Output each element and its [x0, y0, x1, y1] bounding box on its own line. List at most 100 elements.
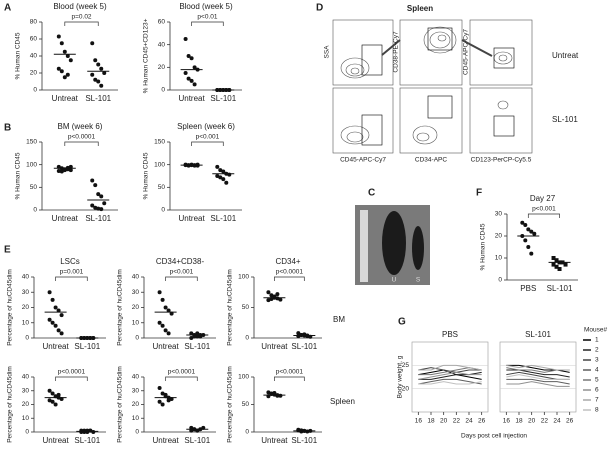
- x-tick-label: Untreat: [42, 436, 69, 445]
- data-point: [157, 290, 162, 295]
- data-point: [192, 334, 197, 339]
- panel-letter: G: [398, 317, 406, 328]
- data-point: [215, 174, 220, 178]
- data-point: [53, 323, 58, 328]
- data-point: [102, 201, 107, 206]
- x-tick-label: 24: [553, 418, 561, 425]
- x-tick-label: 20: [440, 418, 448, 425]
- data-point: [272, 390, 277, 395]
- flow-x-label: CD34-APC: [415, 157, 447, 164]
- y-tick-label: 0: [161, 207, 165, 214]
- y-tick-label: 0: [245, 335, 249, 342]
- x-tick-label: 20: [528, 418, 536, 425]
- data-point: [56, 66, 61, 71]
- significance-bracket: [165, 276, 198, 281]
- x-tick-label: PBS: [520, 284, 536, 293]
- data-point: [275, 292, 280, 297]
- significance-bracket: [527, 213, 560, 218]
- y-tick-label: 0: [33, 87, 37, 94]
- p-value: p<0.0001: [68, 134, 96, 141]
- x-tick-label: SL-101: [85, 94, 111, 103]
- panel-letter: B: [4, 123, 11, 134]
- data-point: [221, 177, 226, 182]
- data-point: [62, 168, 67, 173]
- x-axis-label: Days post cell injection: [461, 433, 527, 440]
- y-tick-label: 100: [154, 161, 165, 168]
- x-tick-label: Untreat: [42, 342, 69, 351]
- y-axis-label: % Human CD45: [15, 32, 22, 79]
- data-point: [186, 76, 191, 81]
- data-point: [557, 267, 562, 271]
- y-tick-label: 150: [26, 139, 37, 146]
- y-tick-label: 40: [30, 53, 38, 60]
- flow-x-label: CD123-PerCP-Cy5.5: [471, 157, 532, 164]
- x-tick-label: SL-101: [291, 342, 317, 351]
- y-tick-label: 40: [132, 374, 140, 381]
- y-tick-label: 0: [25, 335, 29, 342]
- flow-title: Spleen: [407, 4, 433, 13]
- photo-label: S: [416, 277, 421, 284]
- p-value: p<0.0001: [276, 369, 304, 376]
- chart-title: CD34+: [275, 257, 300, 266]
- data-point: [523, 238, 528, 243]
- panel-title: PBS: [442, 330, 458, 339]
- panel-title: SL-101: [525, 330, 551, 339]
- data-point: [90, 72, 95, 77]
- y-tick-label: 60: [30, 36, 38, 43]
- y-tick-label: 50: [158, 184, 166, 191]
- data-point: [59, 169, 64, 174]
- data-point: [50, 320, 55, 325]
- x-tick-label: Untreat: [178, 94, 205, 103]
- data-point: [189, 336, 194, 340]
- y-axis-label: Percentage of huCD45dim: [117, 366, 124, 443]
- chart-title: Spleen (week 6): [177, 122, 235, 131]
- data-point: [50, 297, 55, 302]
- y-tick-label: 20: [22, 401, 30, 408]
- data-point: [166, 331, 171, 336]
- y-axis-label: Percentage of huCD45dim: [227, 366, 234, 443]
- chart-title: Blood (week 5): [53, 2, 107, 11]
- y-tick-label: 30: [132, 289, 140, 296]
- x-tick-label: 18: [515, 418, 523, 425]
- data-point: [96, 62, 101, 67]
- legend-label: 2: [595, 347, 599, 354]
- data-point: [160, 297, 165, 302]
- data-point: [59, 313, 64, 318]
- legend-label: 7: [595, 397, 599, 404]
- y-tick-label: 30: [22, 387, 30, 394]
- y-tick-label: 0: [135, 335, 139, 342]
- data-point: [93, 58, 98, 63]
- data-point: [160, 391, 165, 396]
- data-point: [47, 290, 52, 295]
- data-point: [102, 71, 107, 75]
- panel-letter: A: [4, 3, 11, 14]
- data-point: [99, 83, 104, 88]
- data-point: [269, 293, 274, 298]
- data-point: [186, 54, 191, 58]
- x-tick-label: 26: [478, 418, 486, 425]
- x-tick-label: 24: [465, 418, 473, 425]
- data-line: [418, 371, 482, 380]
- data-point: [160, 323, 165, 328]
- p-value: p<0.0001: [276, 269, 304, 276]
- chart-title: LSCs: [60, 257, 80, 266]
- legend-label: 4: [595, 367, 599, 374]
- x-tick-label: 16: [415, 418, 423, 425]
- legend-title: Mouse#: [584, 327, 608, 334]
- p-value: p<0.001: [532, 206, 556, 213]
- significance-bracket: [274, 276, 305, 281]
- x-tick-label: 16: [503, 418, 511, 425]
- significance-bracket: [191, 21, 224, 26]
- significance-bracket: [274, 376, 305, 381]
- data-point: [554, 264, 559, 269]
- data-point: [157, 386, 162, 390]
- data-point: [266, 298, 271, 303]
- y-tick-label: 0: [33, 207, 37, 214]
- data-point: [195, 334, 200, 339]
- panel-letter: D: [316, 3, 323, 14]
- p-value: p<0.0001: [168, 369, 196, 376]
- x-tick-label: SL-101: [74, 342, 100, 351]
- data-point: [183, 71, 188, 75]
- y-tick-label: 20: [132, 401, 140, 408]
- data-point: [189, 78, 194, 83]
